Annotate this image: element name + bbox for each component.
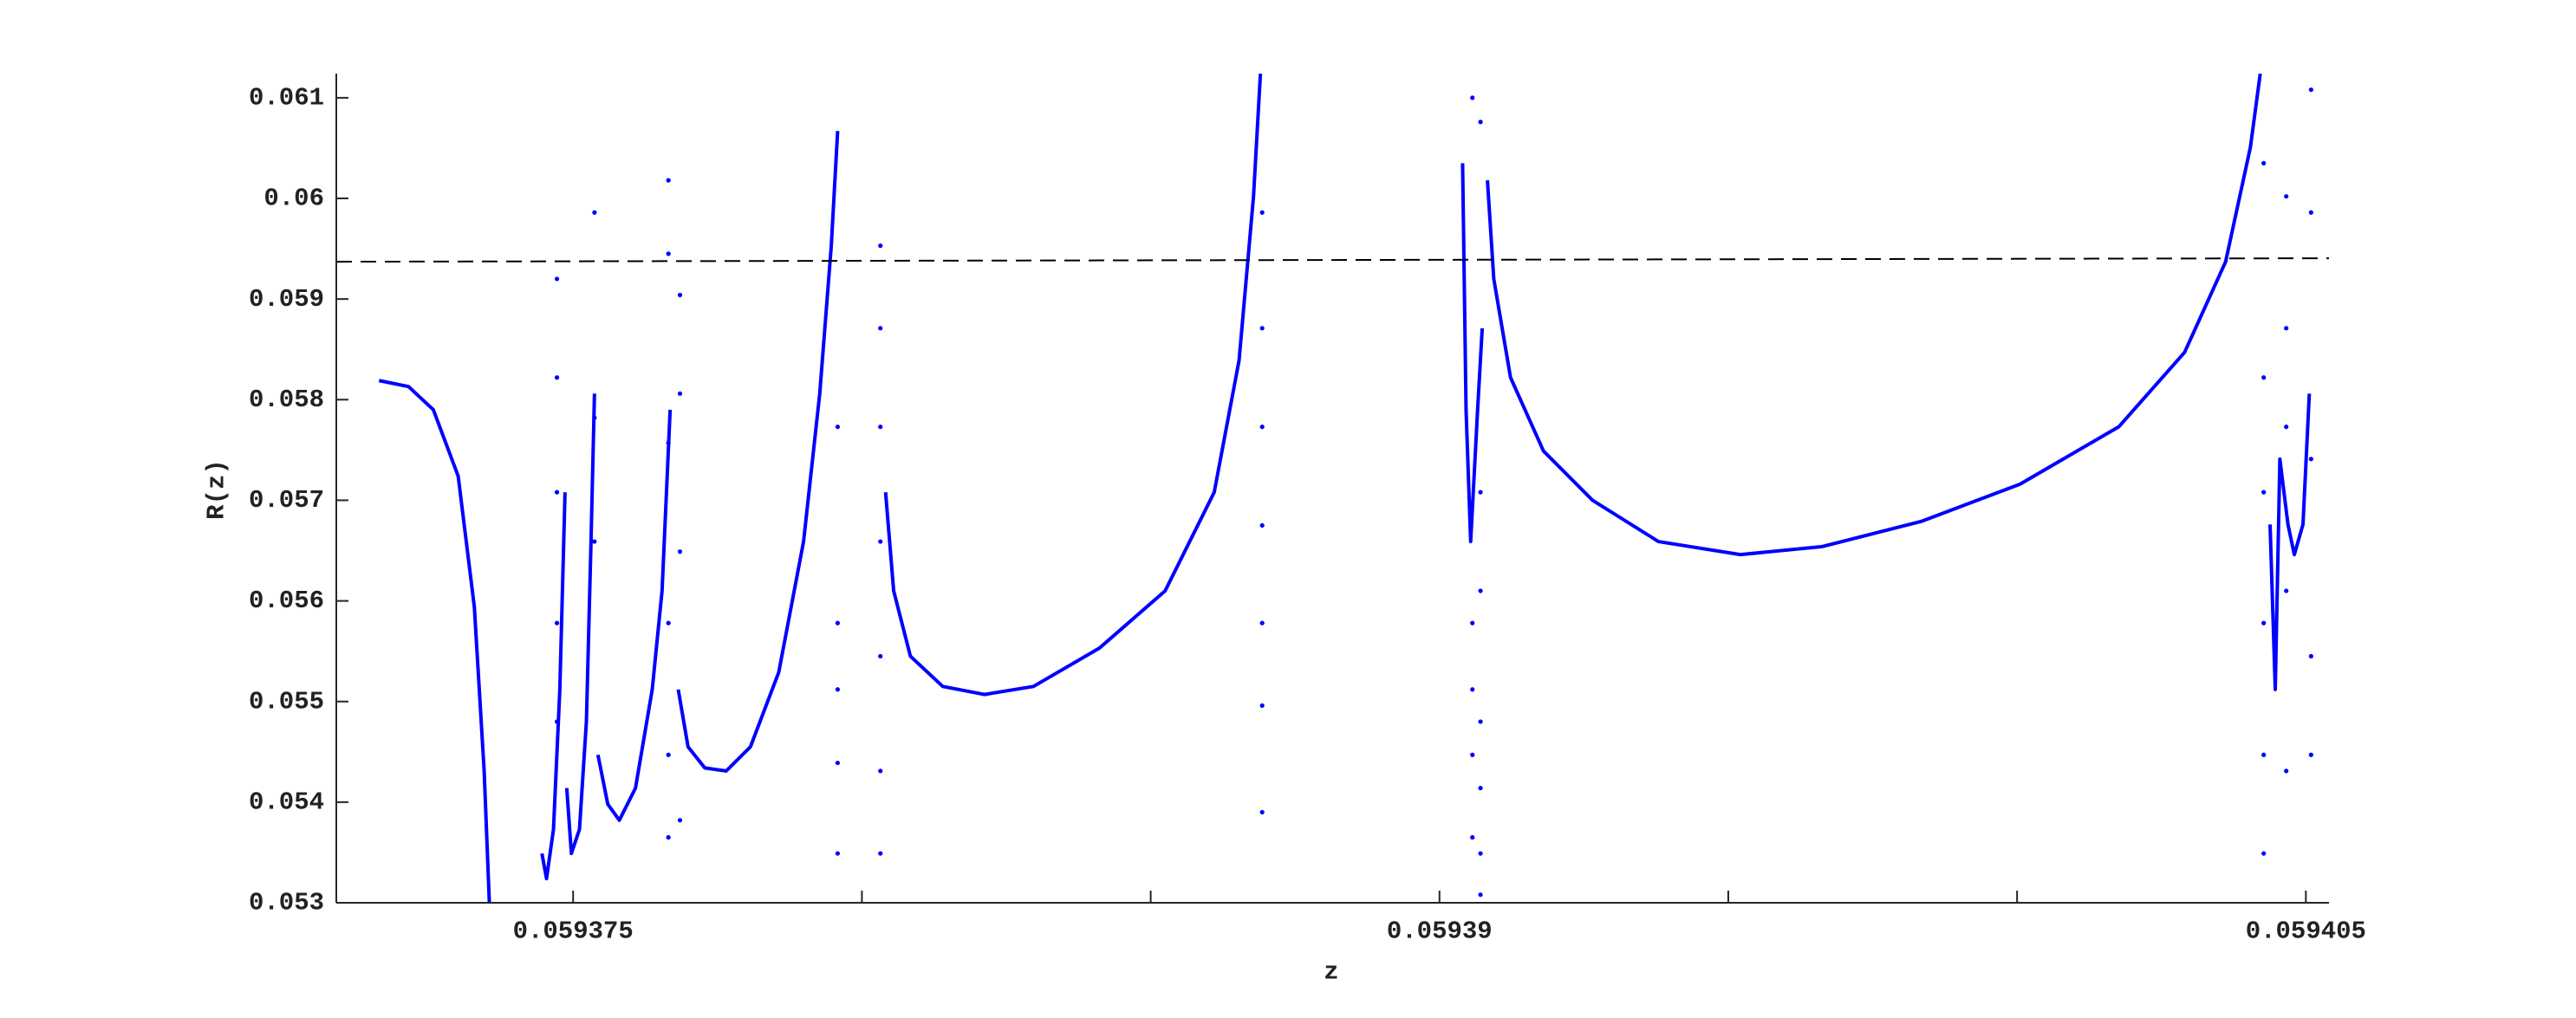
dot xyxy=(1470,687,1475,692)
dot xyxy=(878,539,883,544)
dot xyxy=(835,851,841,856)
y-tick-label: 0.057 xyxy=(249,486,324,515)
dot xyxy=(666,178,671,183)
dot xyxy=(1478,490,1483,495)
dot xyxy=(554,490,560,495)
dot xyxy=(835,687,841,692)
dot xyxy=(878,768,883,774)
dot xyxy=(1470,752,1475,757)
x-axis-label: z xyxy=(1324,958,1338,987)
dot xyxy=(592,210,597,215)
y-tick-label: 0.055 xyxy=(249,687,324,716)
dot xyxy=(2284,588,2289,593)
dot xyxy=(878,425,883,430)
dot xyxy=(554,719,560,724)
dot xyxy=(1478,120,1483,125)
curve xyxy=(378,74,2312,903)
dot xyxy=(835,620,841,626)
dot xyxy=(2284,425,2289,430)
dot xyxy=(1478,719,1483,724)
dot xyxy=(2261,375,2267,380)
y-tick-label: 0.054 xyxy=(249,788,324,817)
dot xyxy=(2284,326,2289,331)
dot xyxy=(2261,851,2267,856)
dot xyxy=(677,549,683,554)
dot xyxy=(2261,490,2267,495)
dot xyxy=(2284,194,2289,199)
dot xyxy=(1259,703,1265,708)
reference-line xyxy=(336,257,2329,263)
dot xyxy=(1470,834,1475,840)
dot xyxy=(592,539,597,544)
dot xyxy=(1478,892,1483,898)
dot xyxy=(835,425,841,430)
dot xyxy=(677,292,683,298)
plot-area xyxy=(336,74,2329,903)
dot xyxy=(1470,95,1475,101)
dot xyxy=(554,375,560,380)
dot xyxy=(554,620,560,626)
dot xyxy=(592,415,597,420)
dot xyxy=(1470,620,1475,626)
dot xyxy=(1478,851,1483,856)
dot xyxy=(2261,160,2267,165)
dot xyxy=(1259,522,1265,528)
dot xyxy=(1259,425,1265,430)
y-tick-label: 0.06 xyxy=(263,185,324,213)
dot xyxy=(1259,326,1265,331)
dot xyxy=(878,243,883,249)
dot xyxy=(2308,210,2313,215)
y-tick-label: 0.056 xyxy=(249,587,324,615)
dot xyxy=(2308,653,2313,659)
dot xyxy=(2261,752,2267,757)
y-tick-label: 0.061 xyxy=(249,84,324,113)
dot xyxy=(666,440,671,445)
dot xyxy=(554,276,560,282)
dot xyxy=(1478,588,1483,593)
dot xyxy=(677,391,683,396)
y-tick-label: 0.059 xyxy=(249,285,324,314)
dot xyxy=(878,326,883,331)
dot xyxy=(2284,768,2289,774)
dot xyxy=(666,251,671,256)
x-tick-label: 0.059405 xyxy=(2246,917,2366,946)
dot xyxy=(1259,620,1265,626)
dot xyxy=(666,620,671,626)
x-tick-label: 0.059375 xyxy=(513,917,634,946)
dot xyxy=(1259,809,1265,815)
dot xyxy=(1259,210,1265,215)
dot xyxy=(2308,752,2313,757)
dot xyxy=(2308,87,2313,93)
dot xyxy=(666,752,671,757)
dot xyxy=(666,834,671,840)
dot xyxy=(835,760,841,766)
y-tick-label: 0.053 xyxy=(249,889,324,917)
dot xyxy=(677,818,683,823)
dot xyxy=(878,653,883,659)
dot xyxy=(2261,620,2267,626)
dot xyxy=(1478,785,1483,791)
y-tick-label: 0.058 xyxy=(249,386,324,414)
dot xyxy=(878,851,883,856)
dot xyxy=(2308,457,2313,462)
x-tick-label: 0.05939 xyxy=(1387,917,1493,946)
y-axis-label: R(z) xyxy=(203,459,231,520)
